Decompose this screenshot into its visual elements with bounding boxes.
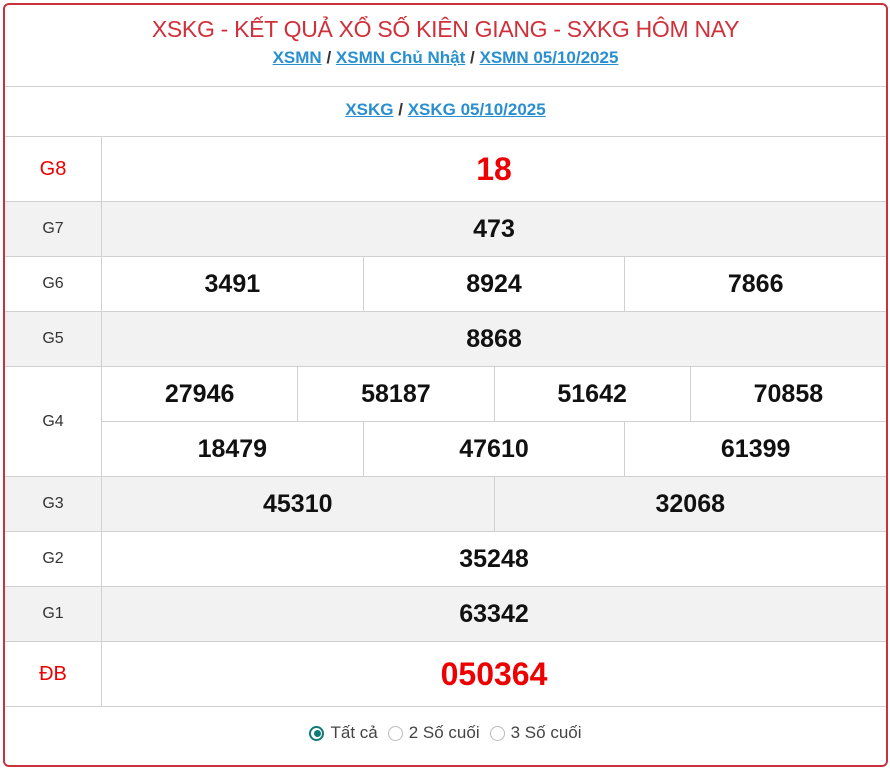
prize-row-g7: G7 473 [5,202,886,257]
prize-label: G2 [5,532,102,586]
prize-line: 3491 8924 7866 [102,257,886,311]
results-table: G8 18 G7 473 G6 3491 8924 7866 G5 8868 G4 27946 5818… [5,137,886,707]
prize-row-g2: G2 35248 [5,532,886,587]
filter-option[interactable]: Tất cả [309,723,378,743]
prize-row-g3: G3 45310 32068 [5,477,886,532]
prize-label: G3 [5,477,102,531]
prize-number: 27946 [164,379,235,408]
prize-values: 63342 [102,587,886,641]
prize-row-g8: G8 18 [5,137,886,202]
prize-values: 27946 58187 51642 70858 18479 47610 61399 [102,367,886,476]
prize-row-g5: G5 8868 [5,312,886,367]
prize-line: 27946 58187 51642 70858 [102,367,886,421]
radio-icon[interactable] [387,725,403,741]
prize-number: 61399 [624,422,886,476]
breadcrumb: XSMN / XSMN Chủ Nhật / XSMN 05/10/2025 [5,48,886,68]
filter-option-label: 2 Số cuối [408,723,480,742]
filter-option-label: Tất cả [330,723,378,742]
prize-number: 63342 [459,599,529,628]
prize-number: 7866 [624,257,886,311]
prize-line: 050364 [102,642,886,706]
prize-number: 51642 [493,367,690,421]
prize-number: 050364 [440,655,548,692]
prize-line: 473 [102,202,886,256]
prize-line: 18 [102,137,886,201]
prize-label: G6 [5,257,102,311]
prize-number: 35248 [459,544,529,573]
prize-number: 8924 [362,257,625,311]
prize-values: 8868 [102,312,886,366]
prize-number: 47610 [362,422,625,476]
link-xsmn-chu-nhat[interactable]: XSMN Chủ Nhật [335,48,466,67]
prize-number: 58187 [297,367,493,421]
prize-line: 45310 32068 [102,477,886,531]
prize-values: 18 [102,137,886,201]
page-title: XSKG - KẾT QUẢ XỔ SỐ KIÊN GIANG - SXKG H… [151,16,740,42]
link-xskg-date[interactable]: XSKG 05/10/2025 [407,100,546,119]
link-xsmn[interactable]: XSMN [272,48,322,67]
separator: / [470,48,475,67]
filter-option[interactable]: 2 Số cuối [387,723,480,743]
link-xskg[interactable]: XSKG [345,100,394,119]
prize-values: 473 [102,202,886,256]
prize-row-db: ĐB 050364 [5,642,886,707]
sub-breadcrumb: XSKG / XSKG 05/10/2025 [5,87,886,137]
results-panel: XSKG - KẾT QUẢ XỔ SỐ KIÊN GIANG - SXKG H… [3,3,888,767]
prize-number: 32068 [493,477,887,531]
prize-values: 45310 32068 [102,477,886,531]
link-xsmn-date[interactable]: XSMN 05/10/2025 [479,48,619,67]
prize-number: 70858 [689,367,886,421]
prize-label: ĐB [5,642,102,706]
prize-line: 8868 [102,312,886,366]
prize-line: 18479 47610 61399 [102,421,886,476]
digit-filter: Tất cả 2 Số cuối 3 Số cuối [5,707,886,759]
prize-line: 35248 [102,532,886,586]
prize-number: 18 [476,150,512,187]
prize-label: G7 [5,202,102,256]
prize-number: 45310 [262,489,333,518]
filter-option[interactable]: 3 Số cuối [489,723,582,743]
prize-row-g4: G4 27946 58187 51642 70858 18479 47610 61399 [5,367,886,477]
prize-label: G8 [5,137,102,201]
filter-option-label: 3 Số cuối [510,723,582,742]
prize-number: 3491 [204,269,261,298]
prize-values: 3491 8924 7866 [102,257,886,311]
separator: / [326,48,332,67]
prize-number: 8868 [466,324,522,353]
radio-icon[interactable] [489,725,505,741]
prize-label: G4 [5,367,102,476]
prize-values: 35248 [102,532,886,586]
separator: / [398,100,403,119]
header: XSKG - KẾT QUẢ XỔ SỐ KIÊN GIANG - SXKG H… [5,5,886,87]
prize-number: 473 [473,214,515,243]
prize-line: 63342 [102,587,886,641]
prize-number: 18479 [197,434,268,463]
prize-label: G1 [5,587,102,641]
prize-row-g6: G6 3491 8924 7866 [5,257,886,312]
prize-values: 050364 [102,642,886,706]
radio-icon[interactable] [309,725,325,741]
prize-row-g1: G1 63342 [5,587,886,642]
prize-label: G5 [5,312,102,366]
